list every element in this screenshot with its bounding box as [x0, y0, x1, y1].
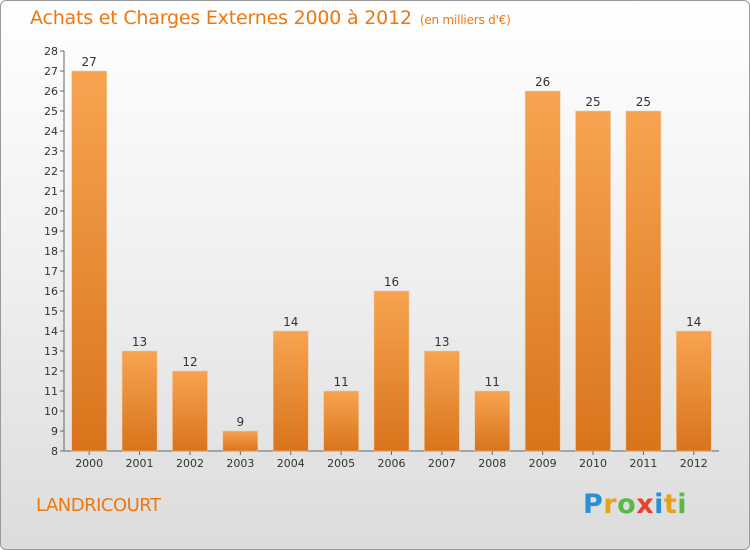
y-tick-label: 20 [44, 205, 58, 218]
logo-letter: P [583, 489, 604, 520]
logo-letter: o [617, 489, 637, 520]
y-tick-label: 16 [44, 285, 58, 298]
bar-2012 [676, 330, 712, 452]
bar-value-label: 14 [686, 315, 701, 329]
y-tick-label: 14 [44, 325, 58, 338]
bar-2000 [71, 70, 107, 452]
bar-value-label: 25 [585, 95, 600, 109]
bar-value-label: 13 [132, 335, 147, 349]
x-tick-label: 2000 [75, 457, 103, 470]
logo-letter: i [677, 489, 688, 520]
y-tick-label: 28 [44, 45, 58, 58]
logo-letter: r [603, 489, 618, 520]
bar-value-label: 25 [636, 95, 651, 109]
x-tick-label: 2004 [277, 457, 305, 470]
y-tick-label: 12 [44, 365, 58, 378]
x-tick-label: 2007 [428, 457, 456, 470]
bar-value-label: 14 [283, 315, 298, 329]
y-tick-label: 26 [44, 85, 58, 98]
y-tick-label: 24 [44, 125, 58, 138]
y-tick-label: 21 [44, 185, 58, 198]
bar-2011 [625, 110, 662, 452]
x-tick-label: 2008 [478, 457, 506, 470]
bar-value-label: 12 [182, 355, 197, 369]
x-tick-label: 2010 [579, 457, 607, 470]
bar-2003 [222, 430, 259, 452]
bar-value-label: 9 [237, 415, 245, 429]
chart-title: Achats et Charges Externes 2000 à 2012 (e… [30, 7, 511, 29]
y-tick-label: 11 [44, 385, 58, 398]
bar-value-label: 11 [333, 375, 348, 389]
bar-value-label: 26 [535, 75, 550, 89]
x-tick-label: 2012 [680, 457, 708, 470]
y-tick-label: 23 [44, 145, 58, 158]
bar-2001 [121, 350, 158, 452]
logo-letter: t [663, 489, 678, 520]
bar-2002 [172, 370, 208, 452]
y-tick-label: 8 [51, 445, 58, 458]
commune-name: LANDRICOURT [36, 495, 161, 516]
y-tick-label: 18 [44, 245, 58, 258]
x-tick-label: 2009 [529, 457, 557, 470]
bar-2008 [474, 390, 511, 452]
y-tick-label: 13 [44, 345, 58, 358]
x-tick-label: 2003 [226, 457, 254, 470]
bar-2009 [524, 90, 561, 452]
y-tick-label: 15 [44, 305, 58, 318]
chart-subtitle: (en milliers d'€) [419, 13, 511, 27]
bar-2004 [272, 330, 309, 452]
chart-bars: 27 13 12 9 14 11 16 13 11 26 25 25 14 [71, 55, 712, 452]
bar-2007 [424, 350, 460, 452]
bar-2010 [575, 110, 611, 452]
proxiti-logo: Proxiti [583, 489, 687, 520]
bar-value-label: 27 [82, 55, 97, 69]
y-tick-label: 25 [44, 105, 58, 118]
bar-value-label: 11 [485, 375, 500, 389]
y-tick-label: 22 [44, 165, 58, 178]
bar-value-label: 16 [384, 275, 399, 289]
y-tick-label: 27 [44, 65, 58, 78]
logo-letter: x [636, 489, 655, 520]
x-tick-label: 2006 [378, 457, 406, 470]
logo-letter: i [654, 489, 664, 520]
x-tick-label: 2005 [327, 457, 355, 470]
y-tick-label: 19 [44, 225, 58, 238]
x-tick-label: 2002 [176, 457, 204, 470]
y-tick-label: 10 [44, 405, 58, 418]
bar-value-label: 13 [434, 335, 449, 349]
x-tick-label: 2001 [126, 457, 154, 470]
bar-2005 [323, 390, 359, 452]
x-tick-label: 2011 [629, 457, 657, 470]
y-tick-label: 9 [51, 425, 58, 438]
y-tick-label: 17 [44, 265, 58, 278]
bar-2006 [373, 290, 410, 452]
chart-title-text: Achats et Charges Externes 2000 à 2012 [30, 7, 412, 29]
